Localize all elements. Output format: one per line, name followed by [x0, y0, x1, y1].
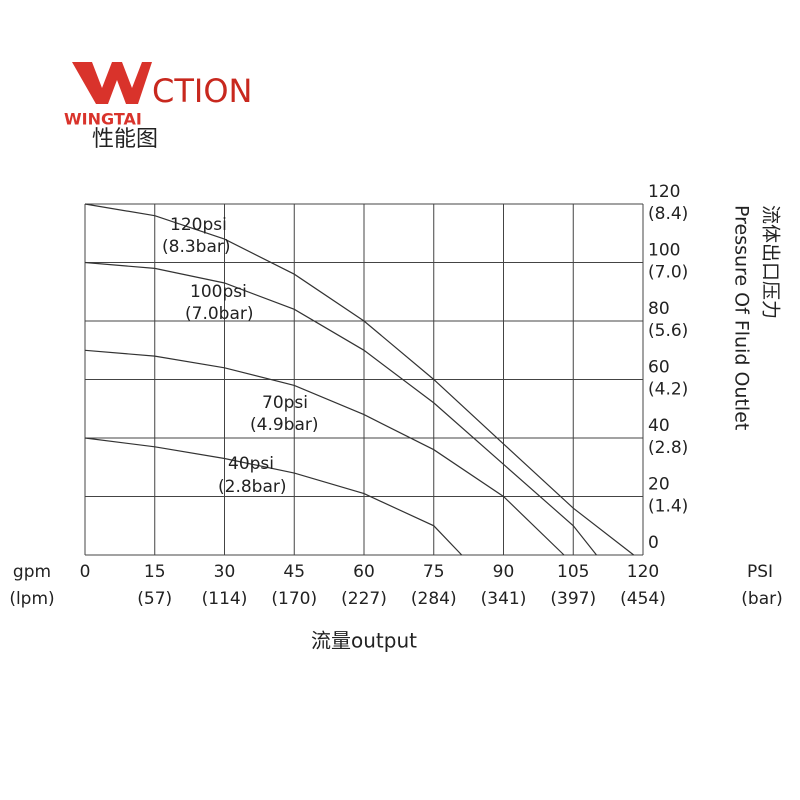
y-tick-sublabel: (4.2) [648, 380, 688, 400]
logo-text: CTION [152, 72, 252, 110]
x-tick-sublabel: (341) [481, 589, 527, 609]
y-tick-label: 0 [648, 533, 659, 553]
y-tick-sublabel: (1.4) [648, 497, 688, 517]
curve-sublabel: (4.9bar) [250, 415, 319, 435]
x-tick-sublabel: (284) [411, 589, 457, 609]
x-tick-sublabel: (227) [341, 589, 387, 609]
x-tick-label: 45 [283, 562, 305, 582]
logo-icon [72, 62, 152, 104]
y-tick-sublabel: (7.0) [648, 263, 688, 283]
subtitle: 性能图 [92, 127, 158, 152]
x-tick-label: 105 [557, 562, 589, 582]
curve-sublabel: (2.8bar) [218, 477, 287, 497]
logo: CTION WINGTAI 性能图 [64, 62, 252, 152]
curve [84, 349, 565, 556]
x-tick-label: 15 [144, 562, 166, 582]
y-unit-sub: (bar) [741, 589, 782, 609]
y-tick-label: 20 [648, 475, 670, 495]
y-tick-label: 80 [648, 299, 670, 319]
brand: WINGTAI [64, 110, 142, 129]
x-tick-sublabel: (57) [137, 589, 172, 609]
y-unit: PSI [747, 562, 773, 582]
x-tick-label: 60 [353, 562, 375, 582]
x-tick-sublabel: (454) [620, 589, 666, 609]
y-axis-title: Pressure Of Fluid Outlet [731, 205, 753, 430]
x-axis-title: 流量output [311, 629, 417, 653]
x-tick-sublabel: (114) [202, 589, 248, 609]
x-tick-sublabel: (397) [550, 589, 596, 609]
curve [84, 437, 463, 556]
curve [84, 261, 597, 556]
curve-label: 70psi [262, 393, 308, 413]
y-tick-sublabel: (8.4) [648, 204, 688, 224]
curve-sublabel: (8.3bar) [162, 237, 231, 257]
curve-label: 40psi [228, 454, 274, 474]
x-tick-label: 30 [214, 562, 236, 582]
curve [84, 203, 635, 556]
curve-label: 120psi [170, 215, 227, 235]
x-tick-label: 90 [493, 562, 515, 582]
y-tick-sublabel: (2.8) [648, 438, 688, 458]
x-tick-label: 120 [627, 562, 659, 582]
x-unit-sub: (lpm) [9, 589, 54, 609]
x-unit: gpm [13, 562, 51, 582]
y-tick-sublabel: (5.6) [648, 321, 688, 341]
x-tick-label: 75 [423, 562, 445, 582]
x-tick-sublabel: (170) [271, 589, 317, 609]
y-tick-label: 60 [648, 358, 670, 378]
y-axis-title-cn: 流体出口压力 [760, 205, 782, 319]
y-tick-label: 120 [648, 182, 680, 202]
x-tick-label: 0 [80, 562, 91, 582]
curve-label: 100psi [190, 282, 247, 302]
y-tick-label: 40 [648, 416, 670, 436]
y-tick-label: 100 [648, 241, 680, 261]
curve-sublabel: (7.0bar) [185, 304, 254, 324]
